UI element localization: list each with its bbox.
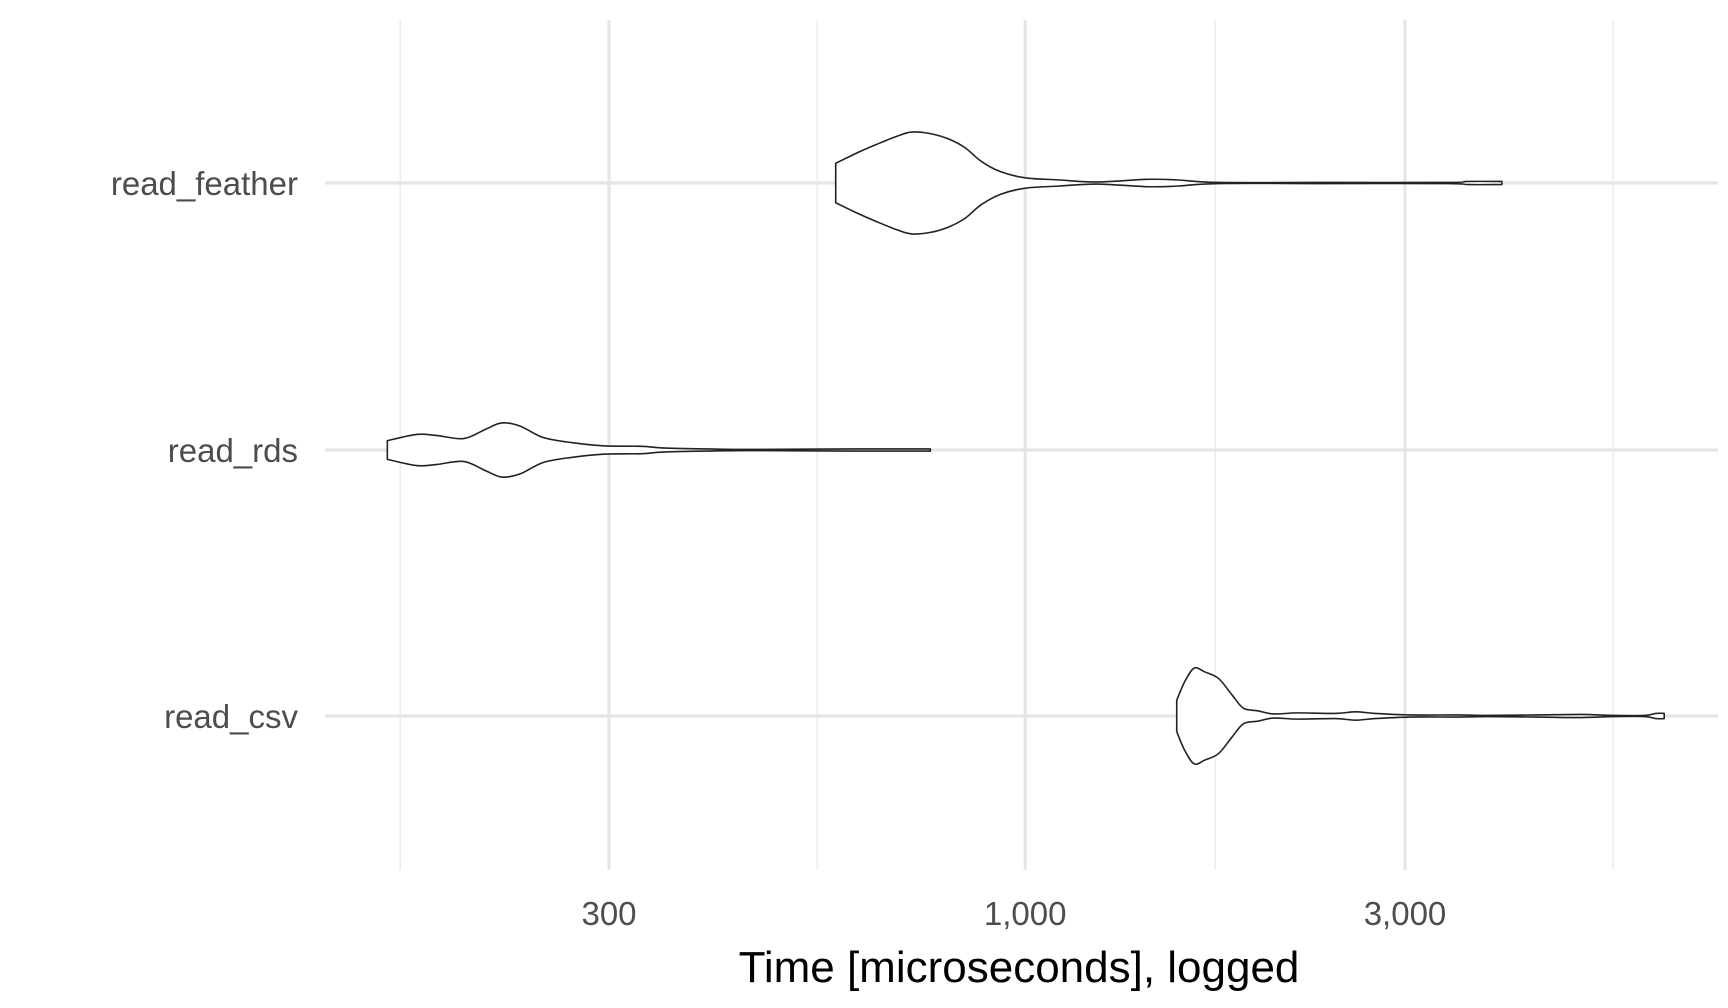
x-axis-tick-labels: 300 1,000 3,000 xyxy=(581,895,1446,932)
y-tick-label-read-csv: read_csv xyxy=(164,698,298,735)
x-tick-label: 300 xyxy=(581,895,636,932)
y-axis-tick-labels: read_feather read_rds read_csv xyxy=(111,165,299,735)
x-axis-title: Time [microseconds], logged xyxy=(739,943,1300,992)
violin-read-feather xyxy=(834,131,1503,235)
y-tick-label-read-rds: read_rds xyxy=(168,432,298,469)
x-tick-label: 3,000 xyxy=(1364,895,1447,932)
violin-read-rds xyxy=(386,422,932,478)
x-tick-label: 1,000 xyxy=(984,895,1067,932)
violins xyxy=(386,131,1666,766)
violin-read-csv xyxy=(1175,666,1666,766)
y-tick-label-read-feather: read_feather xyxy=(111,165,298,202)
